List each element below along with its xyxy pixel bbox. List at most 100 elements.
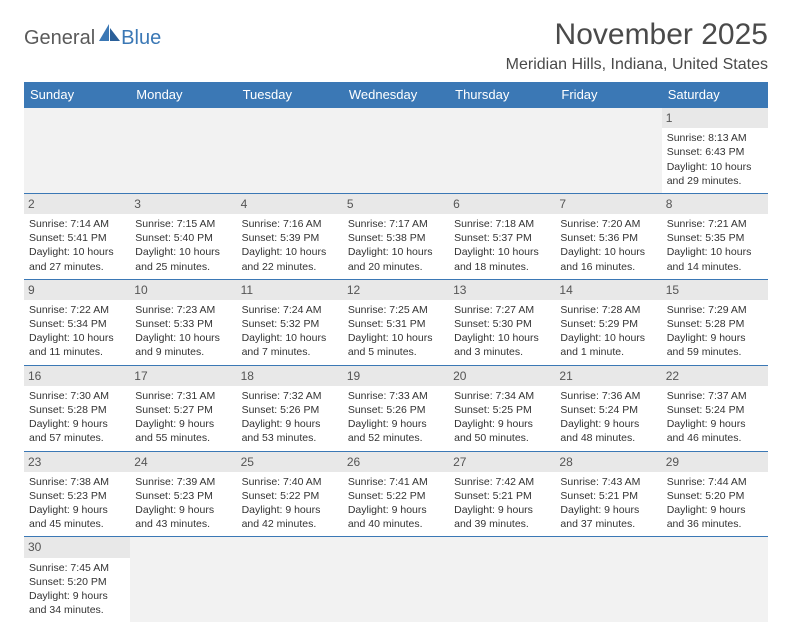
calendar-cell: 9Sunrise: 7:22 AMSunset: 5:34 PMDaylight… (24, 279, 130, 365)
sunrise-text: Sunrise: 7:32 AM (242, 389, 338, 403)
calendar-cell: 11Sunrise: 7:24 AMSunset: 5:32 PMDayligh… (237, 279, 343, 365)
sunset-text: Sunset: 6:43 PM (667, 145, 763, 159)
daylight-text: Daylight: 9 hours and 59 minutes. (667, 331, 763, 359)
sunset-text: Sunset: 5:34 PM (29, 317, 125, 331)
sunset-text: Sunset: 5:30 PM (454, 317, 550, 331)
sunset-text: Sunset: 5:22 PM (242, 489, 338, 503)
daylight-text: Daylight: 10 hours and 1 minute. (560, 331, 656, 359)
sail-icon (99, 24, 121, 47)
daylight-text: Daylight: 10 hours and 9 minutes. (135, 331, 231, 359)
sunset-text: Sunset: 5:35 PM (667, 231, 763, 245)
sunrise-text: Sunrise: 7:29 AM (667, 303, 763, 317)
sunset-text: Sunset: 5:26 PM (242, 403, 338, 417)
sunrise-text: Sunrise: 7:16 AM (242, 217, 338, 231)
daylight-text: Daylight: 9 hours and 39 minutes. (454, 503, 550, 531)
day-number: 27 (449, 452, 555, 472)
daylight-text: Daylight: 9 hours and 52 minutes. (348, 417, 444, 445)
title-block: November 2025 Meridian Hills, Indiana, U… (506, 18, 768, 74)
daylight-text: Daylight: 10 hours and 14 minutes. (667, 245, 763, 273)
calendar-cell: 17Sunrise: 7:31 AMSunset: 5:27 PMDayligh… (130, 365, 236, 451)
sunset-text: Sunset: 5:28 PM (667, 317, 763, 331)
daylight-text: Daylight: 10 hours and 7 minutes. (242, 331, 338, 359)
day-number: 1 (662, 108, 768, 128)
daylight-text: Daylight: 10 hours and 22 minutes. (242, 245, 338, 273)
calendar-cell: 15 Sunrise: 7:29 AMSunset: 5:28 PMDayligh… (662, 279, 768, 365)
calendar-row: 16Sunrise: 7:30 AMSunset: 5:28 PMDayligh… (24, 365, 768, 451)
sunrise-text: Sunrise: 7:38 AM (29, 475, 125, 489)
calendar-cell: 30Sunrise: 7:45 AMSunset: 5:20 PMDayligh… (24, 537, 130, 622)
daylight-text: Daylight: 10 hours and 3 minutes. (454, 331, 550, 359)
calendar-body: 1 Sunrise: 8:13 AMSunset: 6:43 PM Daylight… (24, 108, 768, 623)
sunrise-text: Sunrise: 7:36 AM (560, 389, 656, 403)
day-number: 10 (130, 280, 236, 300)
day-number: 14 (555, 280, 661, 300)
calendar-row: 30Sunrise: 7:45 AMSunset: 5:20 PMDayligh… (24, 537, 768, 622)
sunset-text: Sunset: 5:39 PM (242, 231, 338, 245)
day-number: 8 (662, 194, 768, 214)
sunset-text: Sunset: 5:23 PM (29, 489, 125, 503)
daylight-text: Daylight: 9 hours and 45 minutes. (29, 503, 125, 531)
sunset-text: Sunset: 5:20 PM (29, 575, 125, 589)
sunrise-text: Sunrise: 7:14 AM (29, 217, 125, 231)
sunrise-text: Sunrise: 7:31 AM (135, 389, 231, 403)
daylight-text: Daylight: 10 hours and 5 minutes. (348, 331, 444, 359)
calendar-cell: 1Sunrise: 8:13 AMSunset: 6:43 PMDaylight… (662, 108, 768, 194)
sunset-text: Sunset: 5:40 PM (135, 231, 231, 245)
sunrise-text: Sunrise: 7:24 AM (242, 303, 338, 317)
calendar-row: 1Sunrise: 8:13 AMSunset: 6:43 PMDaylight… (24, 108, 768, 194)
sunrise-text: Sunrise: 7:33 AM (348, 389, 444, 403)
calendar-cell: 22Sunrise: 7:37 AMSunset: 5:24 PMDayligh… (662, 365, 768, 451)
calendar-cell: 4 Sunrise: 7:16 AMSunset: 5:39 PMDaylight… (237, 193, 343, 279)
sunset-text: Sunset: 5:20 PM (667, 489, 763, 503)
day-number: 21 (555, 366, 661, 386)
sunset-text: Sunset: 5:33 PM (135, 317, 231, 331)
sunset-text: Sunset: 5:37 PM (454, 231, 550, 245)
sunrise-text: Sunrise: 7:18 AM (454, 217, 550, 231)
sunset-text: Sunset: 5:23 PM (135, 489, 231, 503)
daylight-text: Daylight: 9 hours and 55 minutes. (135, 417, 231, 445)
sunrise-text: Sunrise: 8:13 AM (667, 131, 763, 145)
day-header: Saturday (662, 82, 768, 108)
daylight-text: Daylight: 9 hours and 37 minutes. (560, 503, 656, 531)
daylight-text: Daylight: 9 hours and 42 minutes. (242, 503, 338, 531)
sunset-text: Sunset: 5:21 PM (560, 489, 656, 503)
calendar-cell: 5Sunrise: 7:17 AMSunset: 5:38 PMDaylight… (343, 193, 449, 279)
daylight-text: Daylight: 9 hours and 57 minutes. (29, 417, 125, 445)
calendar-cell: 3Sunrise: 7:15 AMSunset: 5:40 PMDaylight… (130, 193, 236, 279)
calendar-cell (343, 537, 449, 622)
sunrise-text: Sunrise: 7:23 AM (135, 303, 231, 317)
day-number: 4 (237, 194, 343, 214)
calendar-cell: 24Sunrise: 7:39 AMSunset: 5:23 PMDayligh… (130, 451, 236, 537)
calendar-cell: 26Sunrise: 7:41 AMSunset: 5:22 PMDayligh… (343, 451, 449, 537)
sunset-text: Sunset: 5:32 PM (242, 317, 338, 331)
sunrise-text: Sunrise: 7:43 AM (560, 475, 656, 489)
day-number: 24 (130, 452, 236, 472)
sunset-text: Sunset: 5:36 PM (560, 231, 656, 245)
sunrise-text: Sunrise: 7:42 AM (454, 475, 550, 489)
day-number: 3 (130, 194, 236, 214)
calendar-cell (343, 108, 449, 194)
calendar-row: 9Sunrise: 7:22 AMSunset: 5:34 PMDaylight… (24, 279, 768, 365)
day-number: 25 (237, 452, 343, 472)
calendar-cell: 10 Sunrise: 7:23 AMSunset: 5:33 PMDayligh… (130, 279, 236, 365)
day-number: 15 (662, 280, 768, 300)
day-number: 13 (449, 280, 555, 300)
day-number: 23 (24, 452, 130, 472)
sunrise-text: Sunrise: 7:22 AM (29, 303, 125, 317)
calendar-cell (555, 108, 661, 194)
daylight-text: Daylight: 10 hours and 27 minutes. (29, 245, 125, 273)
sunrise-text: Sunrise: 7:28 AM (560, 303, 656, 317)
daylight-text: Daylight: 10 hours and 25 minutes. (135, 245, 231, 273)
location: Meridian Hills, Indiana, United States (506, 56, 768, 74)
daylight-text: Daylight: 10 hours and 11 minutes. (29, 331, 125, 359)
day-number: 29 (662, 452, 768, 472)
day-number: 19 (343, 366, 449, 386)
daylight-text: Daylight: 9 hours and 53 minutes. (242, 417, 338, 445)
sunrise-text: Sunrise: 7:40 AM (242, 475, 338, 489)
calendar-cell: 13Sunrise: 7:27 AMSunset: 5:30 PMDayligh… (449, 279, 555, 365)
day-number: 20 (449, 366, 555, 386)
calendar-row: 23Sunrise: 7:38 AMSunset: 5:23 PMDayligh… (24, 451, 768, 537)
calendar-cell: 6Sunrise: 7:18 AMSunset: 5:37 PMDaylight… (449, 193, 555, 279)
day-header-row: Sunday Monday Tuesday Wednesday Thursday… (24, 82, 768, 108)
calendar-cell (237, 108, 343, 194)
